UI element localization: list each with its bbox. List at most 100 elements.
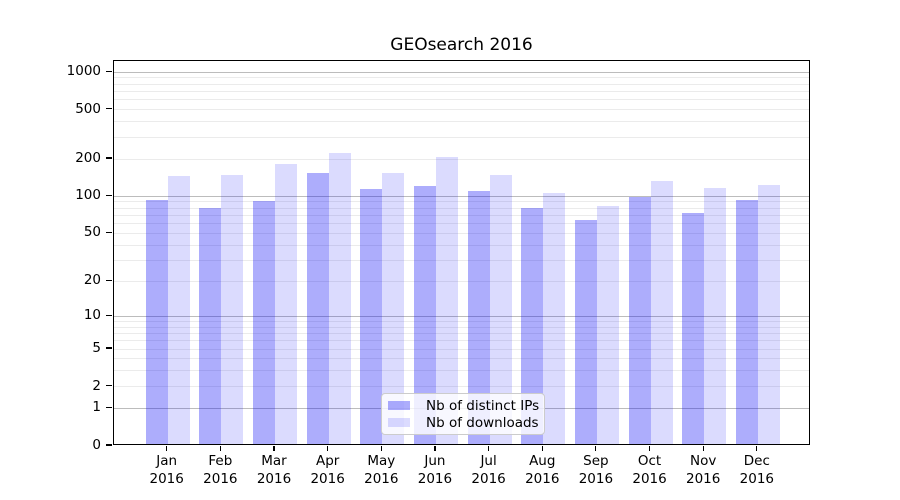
y-tick-mark [106,314,112,316]
plot-area: Nb of distinct IPs Nb of downloads [113,60,810,445]
legend-label: Nb of downloads [426,414,539,431]
x-tick-label: Aug 2016 [525,453,560,487]
x-tick-label: Jun 2016 [417,453,453,487]
x-tick-mark [327,446,329,451]
minor-gridline [114,121,809,123]
y-tick-mark [106,406,112,409]
bar-sep-distinct-ips [574,219,597,444]
x-tick-mark [166,446,168,451]
bar-mar-downloads [275,163,297,444]
y-tick-label: 2 [92,377,101,394]
y-tick-label: 10 [83,307,101,324]
x-tick-mark [541,446,543,451]
bar-jan-distinct-ips [145,199,168,444]
x-tick-mark [273,446,275,451]
minor-gridline [114,259,809,261]
bar-nov-downloads [704,188,727,444]
minor-gridline [114,280,809,282]
minor-gridline [114,158,809,160]
bar-dec-downloads [757,184,780,444]
minor-gridline [114,136,809,138]
x-tick-label: Oct 2016 [632,453,667,487]
x-tick-mark [380,446,382,451]
x-tick-mark [702,446,704,451]
y-tick-mark [106,231,112,233]
minor-gridline [114,320,809,322]
y-tick-mark [106,444,112,446]
y-tick-mark [106,157,112,159]
minor-gridline [114,83,809,85]
x-tick-label: Mar 2016 [256,453,292,487]
minor-gridline [114,214,809,216]
bar-aug-distinct-ips [521,207,544,444]
y-tick-label: 100 [75,187,101,204]
major-gridline [114,315,809,317]
bar-oct-downloads [650,180,673,444]
bar-apr-distinct-ips [306,172,329,444]
y-tick-label: 1000 [66,63,101,80]
y-tick-mark [106,279,112,281]
bar-oct-distinct-ips [628,197,651,444]
x-tick-label: Jan 2016 [149,453,184,487]
x-tick-mark [488,446,490,451]
x-tick-label: Nov 2016 [686,453,721,487]
minor-gridline [114,332,809,334]
major-gridline [114,195,809,197]
y-tick-label: 1 [92,399,101,416]
minor-gridline [114,358,809,360]
minor-gridline [114,207,809,209]
y-tick-label: 500 [75,100,101,117]
x-tick-label: Feb 2016 [203,453,238,487]
major-gridline [114,71,809,73]
chart-title: GEOsearch 2016 [390,35,533,55]
y-tick-label: 20 [83,272,101,289]
bar-dec-distinct-ips [735,199,758,444]
bar-may-distinct-ips [360,189,383,444]
legend-swatch-downloads [388,418,410,427]
legend-label: Nb of distinct IPs [426,397,540,414]
y-tick-label: 0 [92,437,101,453]
bar-jun-downloads [435,156,458,444]
y-tick-mark [106,384,112,387]
minor-gridline [114,90,809,92]
x-tick-label: May 2016 [364,453,399,487]
minor-gridline [114,348,809,350]
bar-jun-distinct-ips [413,185,436,444]
x-tick-mark [595,446,597,451]
legend-item-downloads: Nb of downloads [388,414,539,431]
bar-nov-distinct-ips [682,212,705,444]
bar-jul-distinct-ips [467,191,490,444]
x-tick-label: Jul 2016 [471,453,506,487]
minor-gridline [114,201,809,203]
x-tick-mark [756,446,758,451]
bar-sep-downloads [596,206,619,444]
x-tick-mark [219,446,221,451]
x-tick-mark [648,446,651,451]
y-tick-label: 5 [92,340,101,357]
minor-gridline [114,77,809,79]
bar-feb-downloads [221,175,244,444]
minor-gridline [114,326,809,328]
legend-item-distinct-ips: Nb of distinct IPs [388,397,540,414]
x-tick-mark [434,446,436,451]
minor-gridline [114,99,809,101]
minor-gridline [114,340,809,342]
bar-apr-downloads [328,153,351,444]
bar-may-downloads [382,173,405,444]
bar-feb-distinct-ips [199,207,222,444]
bar-aug-downloads [543,193,566,444]
minor-gridline [114,370,809,372]
y-tick-label: 200 [75,150,101,167]
y-tick-mark [106,108,112,110]
minor-gridline [114,223,809,225]
minor-gridline [114,244,809,246]
x-tick-label: Apr 2016 [310,453,345,487]
y-tick-mark [106,347,112,349]
legend: Nb of distinct IPs Nb of downloads [381,393,545,435]
x-tick-label: Sep 2016 [578,453,614,487]
minor-gridline [114,232,809,234]
minor-gridline [114,109,809,111]
y-tick-mark [106,70,112,72]
x-tick-label: Dec 2016 [739,453,775,487]
